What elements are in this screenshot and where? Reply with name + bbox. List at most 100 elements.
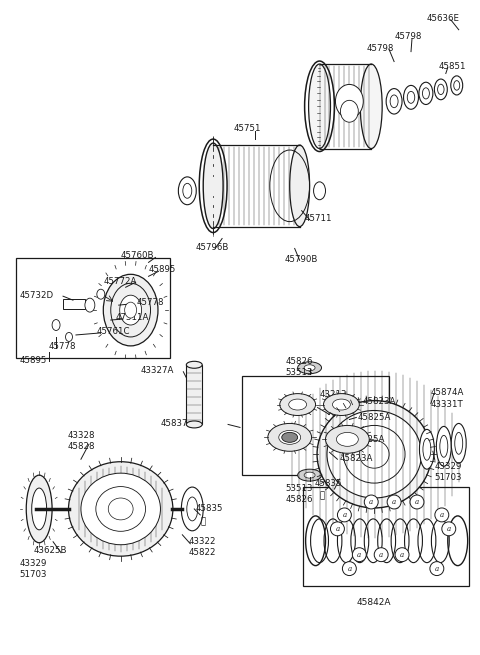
Text: 45874A: 45874A bbox=[431, 388, 464, 397]
Ellipse shape bbox=[440, 436, 448, 457]
Ellipse shape bbox=[404, 85, 419, 109]
Ellipse shape bbox=[290, 145, 310, 227]
Ellipse shape bbox=[288, 399, 307, 410]
Text: 45842A: 45842A bbox=[357, 599, 392, 607]
Ellipse shape bbox=[336, 432, 358, 446]
Text: a: a bbox=[336, 525, 339, 533]
Ellipse shape bbox=[279, 430, 300, 444]
Ellipse shape bbox=[186, 362, 202, 368]
Text: a: a bbox=[357, 551, 361, 559]
Ellipse shape bbox=[181, 487, 203, 531]
Ellipse shape bbox=[309, 64, 330, 149]
Text: 43327A: 43327A bbox=[141, 365, 174, 375]
Text: a: a bbox=[342, 511, 347, 519]
Ellipse shape bbox=[423, 438, 431, 460]
Ellipse shape bbox=[336, 84, 363, 118]
Text: 45823A: 45823A bbox=[362, 396, 396, 405]
Text: 45835: 45835 bbox=[314, 479, 342, 488]
Ellipse shape bbox=[85, 298, 95, 312]
Ellipse shape bbox=[183, 183, 192, 198]
Text: ⓐ: ⓐ bbox=[200, 517, 205, 526]
Ellipse shape bbox=[313, 182, 325, 200]
Text: 45636E: 45636E bbox=[427, 14, 460, 23]
Text: a: a bbox=[440, 511, 444, 519]
Ellipse shape bbox=[438, 84, 444, 94]
Text: 43329: 43329 bbox=[435, 462, 462, 471]
Ellipse shape bbox=[340, 400, 348, 413]
Ellipse shape bbox=[304, 365, 315, 371]
Text: a: a bbox=[369, 498, 373, 506]
Text: 45732D: 45732D bbox=[19, 291, 53, 300]
Bar bbox=[186, 365, 202, 424]
Text: 45711: 45711 bbox=[305, 214, 332, 223]
Ellipse shape bbox=[179, 177, 196, 205]
Text: 45778: 45778 bbox=[137, 298, 164, 307]
Ellipse shape bbox=[374, 548, 388, 561]
Text: 45828: 45828 bbox=[68, 442, 96, 451]
Text: 45790B: 45790B bbox=[285, 255, 318, 265]
Ellipse shape bbox=[125, 302, 137, 318]
Text: 43331T: 43331T bbox=[431, 400, 464, 409]
Text: 43213: 43213 bbox=[320, 390, 347, 399]
Ellipse shape bbox=[407, 92, 415, 103]
Ellipse shape bbox=[420, 430, 434, 469]
Ellipse shape bbox=[186, 421, 202, 428]
Ellipse shape bbox=[451, 76, 463, 95]
Ellipse shape bbox=[364, 495, 378, 509]
Ellipse shape bbox=[120, 295, 142, 325]
Ellipse shape bbox=[434, 79, 447, 100]
Ellipse shape bbox=[430, 561, 444, 576]
Text: 53513: 53513 bbox=[286, 484, 313, 493]
Ellipse shape bbox=[451, 423, 466, 463]
Text: 53513: 53513 bbox=[286, 367, 313, 377]
Text: 45751: 45751 bbox=[233, 124, 261, 133]
Text: 51703: 51703 bbox=[19, 570, 47, 578]
Ellipse shape bbox=[26, 475, 52, 543]
Ellipse shape bbox=[108, 498, 133, 520]
Ellipse shape bbox=[81, 473, 160, 545]
Ellipse shape bbox=[280, 394, 315, 415]
Ellipse shape bbox=[410, 495, 424, 509]
Ellipse shape bbox=[304, 472, 315, 478]
Ellipse shape bbox=[390, 95, 398, 107]
Text: a: a bbox=[400, 551, 404, 559]
Ellipse shape bbox=[352, 548, 366, 561]
Ellipse shape bbox=[342, 561, 356, 576]
Ellipse shape bbox=[282, 432, 298, 442]
Ellipse shape bbox=[435, 508, 449, 522]
Text: 45822: 45822 bbox=[188, 548, 216, 557]
Text: 45760B: 45760B bbox=[120, 252, 154, 261]
Ellipse shape bbox=[32, 488, 47, 530]
Text: ⓐ: ⓐ bbox=[320, 491, 324, 500]
Bar bbox=[302, 487, 468, 586]
Ellipse shape bbox=[327, 411, 421, 498]
Ellipse shape bbox=[97, 290, 105, 299]
Text: 45826: 45826 bbox=[286, 495, 313, 504]
Ellipse shape bbox=[103, 274, 158, 346]
Ellipse shape bbox=[298, 469, 322, 481]
Ellipse shape bbox=[360, 64, 382, 149]
Bar bbox=[63, 299, 85, 309]
Text: 47311A: 47311A bbox=[116, 313, 149, 322]
Text: 43328: 43328 bbox=[68, 432, 96, 440]
Text: a: a bbox=[415, 498, 419, 506]
Ellipse shape bbox=[422, 88, 430, 99]
Ellipse shape bbox=[69, 462, 173, 556]
Text: 45823A: 45823A bbox=[339, 455, 373, 463]
Text: a: a bbox=[447, 525, 451, 533]
Text: a: a bbox=[348, 565, 351, 572]
Text: 45796B: 45796B bbox=[195, 244, 228, 252]
Text: 45826: 45826 bbox=[286, 357, 313, 366]
Ellipse shape bbox=[298, 362, 322, 374]
Ellipse shape bbox=[395, 548, 409, 561]
Text: a: a bbox=[435, 565, 439, 572]
Ellipse shape bbox=[330, 522, 344, 536]
Ellipse shape bbox=[419, 83, 433, 105]
Ellipse shape bbox=[333, 399, 350, 410]
Ellipse shape bbox=[52, 320, 60, 331]
Ellipse shape bbox=[268, 423, 312, 451]
Text: 45772A: 45772A bbox=[104, 277, 137, 286]
Text: 45825A: 45825A bbox=[357, 413, 391, 422]
Text: 43329: 43329 bbox=[19, 559, 47, 568]
Ellipse shape bbox=[387, 495, 401, 509]
